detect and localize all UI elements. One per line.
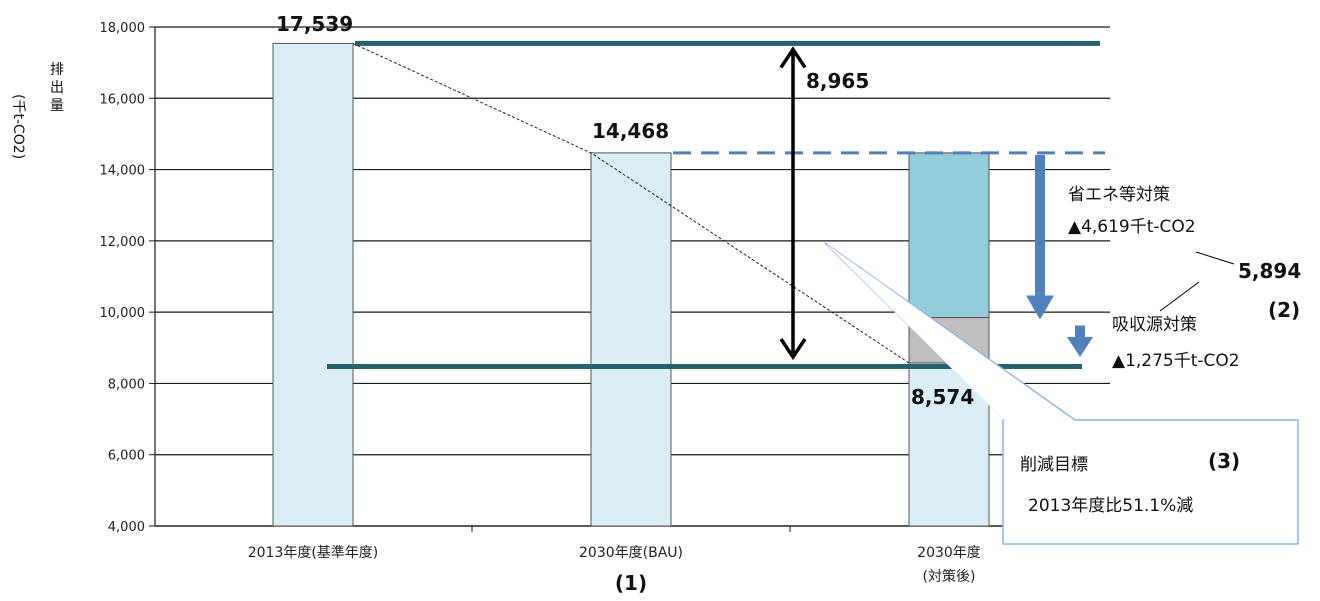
measures-total-label: 5,894 xyxy=(1238,259,1301,283)
measure-arrow-head xyxy=(1026,295,1054,320)
measure-name: 省エネ等対策 xyxy=(1068,185,1170,205)
x-category-label: 2030年度 xyxy=(917,545,981,561)
callout-pointer-mask xyxy=(825,243,1075,421)
difference-label: 8,965 xyxy=(806,69,869,93)
x-category-label: 2030年度(BAU) xyxy=(579,545,683,561)
callout-text: 2013年度比51.1%減 xyxy=(1028,496,1193,516)
callout-marker: (3) xyxy=(1208,449,1240,473)
measure-amount: ▲1,275千t-CO2 xyxy=(1112,351,1240,371)
measure-arrow-shaft xyxy=(1075,325,1085,339)
measure-name: 吸収源対策 xyxy=(1112,315,1197,335)
y-tick-label: 16,000 xyxy=(100,92,146,107)
difference-arrow-head xyxy=(779,46,807,69)
bar-value-label: 14,468 xyxy=(592,119,669,143)
y-axis-title-char: 量 xyxy=(50,98,64,114)
bar xyxy=(590,152,672,527)
bar-segment xyxy=(908,152,990,319)
x-category-sublabel: (対策後) xyxy=(923,568,976,585)
x-category-label: 2013年度(基準年度) xyxy=(248,544,379,561)
measure-amount: ▲4,619千t-CO2 xyxy=(1068,217,1196,237)
y-tick-label: 6,000 xyxy=(108,449,145,464)
y-axis-title-char: 出 xyxy=(50,80,64,96)
y-tick-label: 4,000 xyxy=(108,520,145,535)
y-tick-label: 10,000 xyxy=(100,306,146,321)
callout-title: 削減目標 xyxy=(1020,455,1088,475)
trend-line xyxy=(352,42,910,364)
measure-total-leader xyxy=(1159,281,1200,312)
callout-box xyxy=(1002,419,1299,545)
difference-arrow-head xyxy=(779,337,807,361)
bar xyxy=(272,42,354,527)
bar-value-label: 8,574 xyxy=(911,385,974,409)
measures-marker: (2) xyxy=(1268,298,1300,322)
x-category-marker: (1) xyxy=(615,571,647,595)
bar-value-label: 17,539 xyxy=(276,12,353,36)
y-tick-label: 8,000 xyxy=(108,377,145,392)
measure-total-leader xyxy=(1195,251,1235,265)
y-axis-unit: (千t-CO2) xyxy=(10,94,26,159)
measure-arrow-head xyxy=(1067,336,1093,357)
y-axis-title-char: 排 xyxy=(50,62,64,78)
y-tick-label: 12,000 xyxy=(100,235,146,250)
y-tick-label: 14,000 xyxy=(100,164,146,179)
y-axis-title: 排 出 量 (千t-CO2) xyxy=(10,62,64,159)
measure-arrow-shaft xyxy=(1035,154,1045,298)
y-tick-label: 18,000 xyxy=(100,21,146,36)
